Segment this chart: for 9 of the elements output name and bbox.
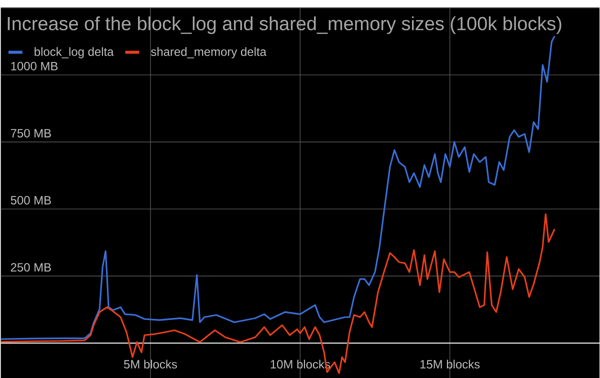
y-tick-label: 750 MB [10, 128, 51, 138]
x-tick-label: 5M blocks [124, 360, 177, 368]
y-tick-label: 1000 MB [11, 62, 58, 70]
legend-label: shared_memory delta [151, 46, 266, 58]
y-tick-label: 250 MB [10, 262, 51, 272]
y-tick-label: 500 MB [10, 196, 51, 204]
chart-title: Increase of the block_log and shared_memory sizes (100k blocks) [8, 16, 562, 34]
x-tick-label: 15M blocks [420, 360, 480, 368]
legend-label: block_log delta [34, 46, 114, 58]
